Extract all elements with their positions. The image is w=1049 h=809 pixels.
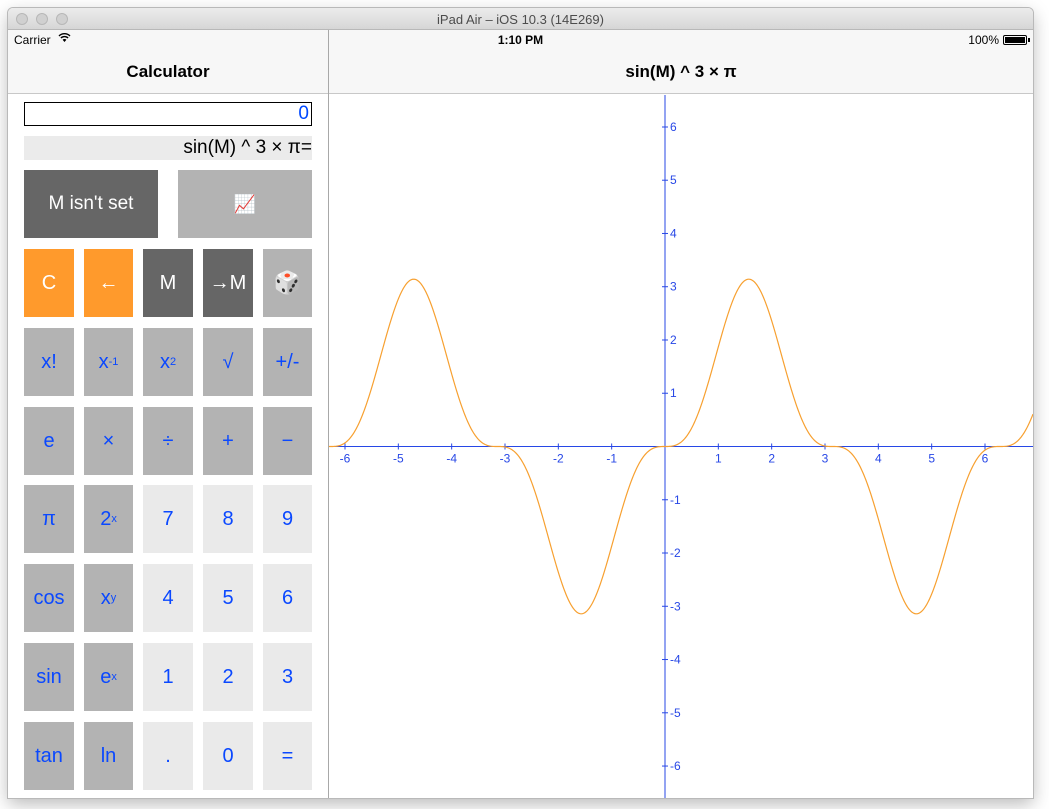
sin-button[interactable]: sin — [24, 643, 74, 711]
dice-icon: 🎲 — [273, 270, 302, 295]
divide-button[interactable]: ÷ — [143, 407, 193, 475]
graph-button[interactable]: 📈 — [178, 170, 312, 238]
x-tick-label: -5 — [393, 452, 404, 466]
y-tick-label: 1 — [670, 386, 677, 400]
chart-icon: 📈 — [233, 193, 257, 214]
y-tick-label: 6 — [670, 120, 677, 134]
reciprocal-button[interactable]: x -1 — [84, 328, 133, 396]
digit-0-button[interactable]: 0 — [203, 722, 253, 790]
y-tick-label: -5 — [670, 706, 681, 720]
calculator-nav-title: Calculator — [8, 50, 328, 94]
function-graph[interactable]: -6 -5 -4 -3 -2 -1 1 2 3 4 5 6 -6 -5 -4 -3 -2 -1 1 2 3 4 5 6 — [329, 95, 1033, 798]
x-tick-label: 6 — [982, 452, 989, 466]
digit-2-button[interactable]: 2 — [203, 643, 253, 711]
y-tick-label: 4 — [670, 226, 677, 240]
add-button[interactable]: + — [203, 407, 253, 475]
subtract-button[interactable]: − — [263, 407, 312, 475]
factorial-button[interactable]: x! — [24, 328, 74, 396]
y-tick-label: 3 — [670, 280, 677, 294]
tan-button[interactable]: tan — [24, 722, 74, 790]
calculator-display: 0 — [24, 102, 312, 126]
simulator-window: iPad Air – iOS 10.3 (14E269) Carrier 1:1… — [8, 8, 1033, 798]
y-tick-label: -2 — [670, 546, 681, 560]
reciprocal-exponent: -1 — [108, 356, 119, 368]
x-tick-label: 3 — [822, 452, 829, 466]
status-time: 1:10 PM — [497, 33, 544, 47]
status-bar: Carrier 1:10 PM 100% — [8, 30, 1033, 50]
x-tick-label: -1 — [606, 452, 617, 466]
x-tick-label: -2 — [553, 452, 564, 466]
x-tick-label: 4 — [875, 452, 882, 466]
e-power-exponent: x — [111, 671, 117, 683]
x-power-base: x — [100, 586, 111, 609]
digit-7-button[interactable]: 7 — [143, 485, 193, 553]
graph-nav-title: sin(M) ^ 3 × π — [329, 50, 1033, 94]
digit-4-button[interactable]: 4 — [143, 564, 193, 632]
two-power-base: 2 — [100, 507, 112, 530]
x-tick-label: -6 — [340, 452, 351, 466]
window-titlebar: iPad Air – iOS 10.3 (14E269) — [8, 8, 1033, 30]
carrier-label: Carrier — [14, 33, 51, 47]
digit-8-button[interactable]: 8 — [203, 485, 253, 553]
battery-icon — [1003, 35, 1030, 45]
sqrt-button[interactable]: √ — [203, 328, 253, 396]
reciprocal-base: x — [98, 350, 109, 373]
backspace-button[interactable]: ← — [84, 249, 133, 317]
y-tick-label: 5 — [670, 173, 677, 187]
ln-button[interactable]: ln — [84, 722, 133, 790]
x-tick-label: 1 — [715, 452, 722, 466]
digit-3-button[interactable]: 3 — [263, 643, 312, 711]
zoom-window-button[interactable] — [56, 13, 68, 25]
multiply-button[interactable]: × — [84, 407, 133, 475]
description-label: sin(M) ^ 3 × π= — [24, 136, 312, 160]
random-button[interactable]: 🎲 — [263, 249, 312, 317]
memory-recall-button[interactable]: M — [143, 249, 193, 317]
close-window-button[interactable] — [16, 13, 28, 25]
sign-toggle-button[interactable]: +/- — [263, 328, 312, 396]
e-power-base: e — [100, 665, 112, 688]
battery-percent: 100% — [968, 33, 999, 47]
wifi-icon — [58, 32, 71, 46]
memory-status-button[interactable]: M isn't set — [24, 170, 158, 238]
digit-9-button[interactable]: 9 — [263, 485, 312, 553]
minimize-window-button[interactable] — [36, 13, 48, 25]
two-power-exponent: x — [111, 513, 117, 525]
y-tick-label: 2 — [670, 333, 677, 347]
pi-button[interactable]: π — [24, 485, 74, 553]
clear-button[interactable]: C — [24, 249, 74, 317]
split-divider — [328, 30, 329, 798]
e-constant-button[interactable]: e — [24, 407, 74, 475]
x-tick-label: -4 — [446, 452, 457, 466]
digit-1-button[interactable]: 1 — [143, 643, 193, 711]
y-tick-label: -3 — [670, 599, 681, 613]
y-tick-label: -6 — [670, 759, 681, 773]
digit-5-button[interactable]: 5 — [203, 564, 253, 632]
square-exponent: 2 — [169, 356, 177, 368]
function-curve — [329, 278, 1033, 615]
square-base: x — [159, 350, 170, 373]
x-tick-label: 2 — [768, 452, 775, 466]
x-power-exponent: y — [110, 592, 117, 604]
equals-button[interactable]: = — [263, 722, 312, 790]
cos-button[interactable]: cos — [24, 564, 74, 632]
y-tick-label: -1 — [670, 493, 681, 507]
x-tick-label: 5 — [928, 452, 935, 466]
window-title: iPad Air – iOS 10.3 (14E269) — [437, 12, 604, 27]
memory-set-button[interactable]: →M — [203, 249, 253, 317]
y-tick-label: -4 — [670, 653, 681, 667]
decimal-point-button[interactable]: . — [143, 722, 193, 790]
digit-6-button[interactable]: 6 — [263, 564, 312, 632]
x-tick-label: -3 — [500, 452, 511, 466]
